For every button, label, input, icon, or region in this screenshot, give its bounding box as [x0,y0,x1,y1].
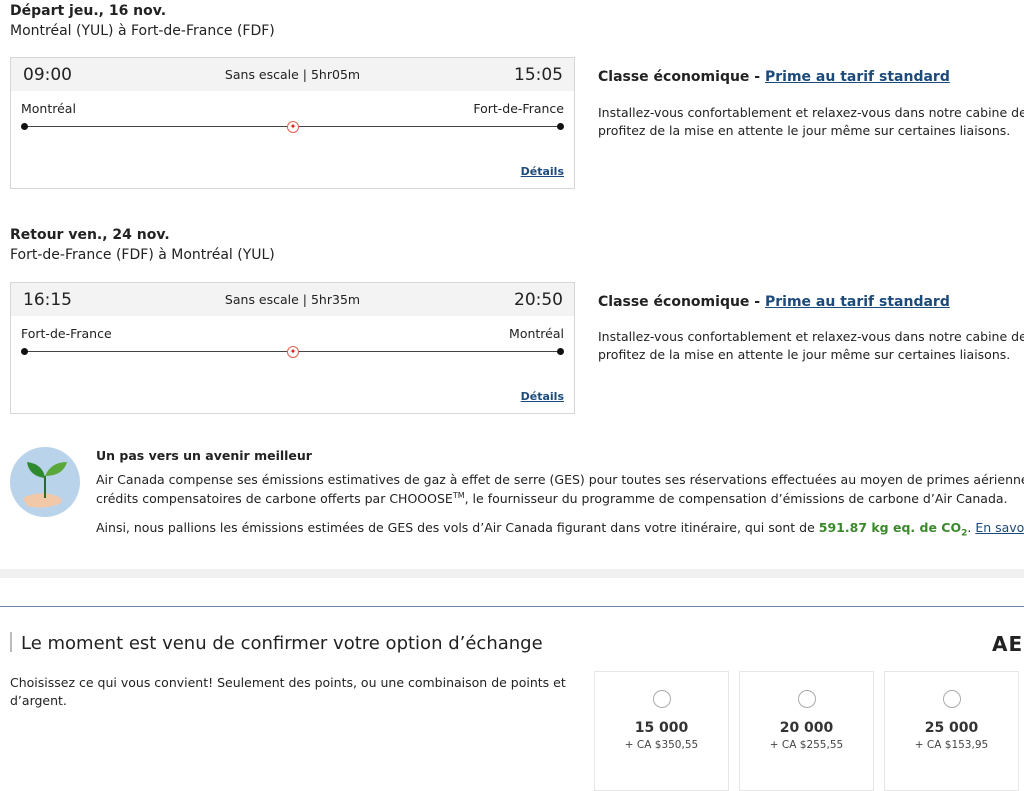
eco-line: Air Canada compense ses émissions estima… [96,472,1024,487]
departure-time: 09:00 [23,65,72,85]
desc-line: profitez de la mise en attente le jour m… [598,347,1011,362]
text: , le fournisseur du programme de compens… [464,491,1008,507]
maple-leaf-icon: ✦ [287,346,299,358]
exchange-title: Le moment est venu de confirmer votre op… [21,633,543,654]
destination-dot [557,123,564,130]
text: Ainsi, nous pallions les émissions estim… [96,520,819,535]
eco-paragraph-2: Ainsi, nous pallions les émissions estim… [96,519,1024,543]
origin-dot [21,123,28,130]
eco-title: Un pas vers un avenir meilleur [96,448,312,463]
inbound-cabin-class: Classe économique - Prime au tarif stand… [598,294,950,310]
origin-dot [21,348,28,355]
desc-line: profitez de la mise en attente le jour m… [598,123,1011,138]
co2-amount: 591.87 kg eq. de CO2 [818,520,968,539]
outbound-route: Montréal (YUL) à Fort-de-France (FDF) [10,23,275,39]
eco-paragraph-1: Air Canada compense ses émissions estima… [96,472,1024,507]
section-rule [0,606,1024,607]
details-link[interactable]: Détails [520,390,564,403]
trademark: TM [452,491,465,500]
outbound-flight-card: 09:00 Sans escale | 5hr05m 15:05 Montréal … [10,57,575,189]
class-label: Classe économique - [598,69,765,85]
origin-city: Montréal [21,101,76,116]
text: crédits compensatoires de carbone offert… [96,491,453,507]
details-link[interactable]: Détails [520,165,564,178]
inbound-cabin-desc: Installez-vous confortablement et relaxe… [598,328,1024,364]
arrival-time: 20:50 [514,290,563,310]
fare-link[interactable]: Prime au tarif standard [764,294,950,310]
outbound-cabin-desc: Installez-vous confortablement et relaxe… [598,104,1024,140]
inbound-date: Retour ven., 24 nov. [10,227,170,243]
desc-line: Installez-vous confortablement et relaxe… [598,329,1024,344]
inbound-flight-card: 16:15 Sans escale | 5hr35m 20:50 Fort-de-F… [10,282,575,414]
seedling-hand-icon [10,447,80,517]
learn-more-link[interactable]: En savoir plus [975,520,1024,535]
departure-time: 16:15 [23,290,72,310]
option-cash: + CA $350,55 [624,739,699,751]
heading-bar [10,632,12,652]
text: . [967,520,976,535]
desc-line: Installez-vous confortablement et relaxe… [598,105,1024,120]
exchange-option-3[interactable]: 25 000 + CA $153,95 [884,671,1019,791]
option-points: 20 000 [779,720,834,736]
radio-button[interactable] [942,690,961,708]
option-points: 25 000 [924,720,979,736]
destination-dot [557,348,564,355]
exchange-desc: Choisissez ce qui vous convient! Seuleme… [10,674,566,710]
maple-leaf-icon: ✦ [287,121,299,133]
arrival-time: 15:05 [514,65,563,85]
origin-city: Fort-de-France [21,326,112,341]
fare-link[interactable]: Prime au tarif standard [764,69,950,85]
subscript: 2 [961,528,968,539]
eco-line: crédits compensatoires de carbone offert… [96,488,1024,507]
outbound-date: Départ jeu., 16 nov. [10,3,167,19]
option-cash: + CA $153,95 [914,739,989,751]
destination-city: Fort-de-France [473,101,564,116]
desc-line: d’argent. [10,693,67,708]
stops-duration: Sans escale | 5hr35m [224,292,361,307]
desc-line: Choisissez ce qui vous convient! Seuleme… [10,675,566,690]
destination-city: Montréal [509,326,564,341]
exchange-option-1[interactable]: 15 000 + CA $350,55 [594,671,729,791]
exchange-option-2[interactable]: 20 000 + CA $255,55 [739,671,874,791]
radio-button[interactable] [652,690,671,708]
inbound-route: Fort-de-France (FDF) à Montréal (YUL) [10,247,275,263]
aeroplan-logo: AE [992,632,1024,656]
outbound-cabin-class: Classe économique - Prime au tarif stand… [598,69,950,85]
option-points: 15 000 [634,720,689,736]
option-cash: + CA $255,55 [769,739,844,751]
amount: 591.87 kg eq. de CO [818,520,962,535]
section-divider [0,569,1024,578]
stops-duration: Sans escale | 5hr05m [224,67,361,82]
class-label: Classe économique - [598,294,765,310]
radio-button[interactable] [797,690,816,708]
